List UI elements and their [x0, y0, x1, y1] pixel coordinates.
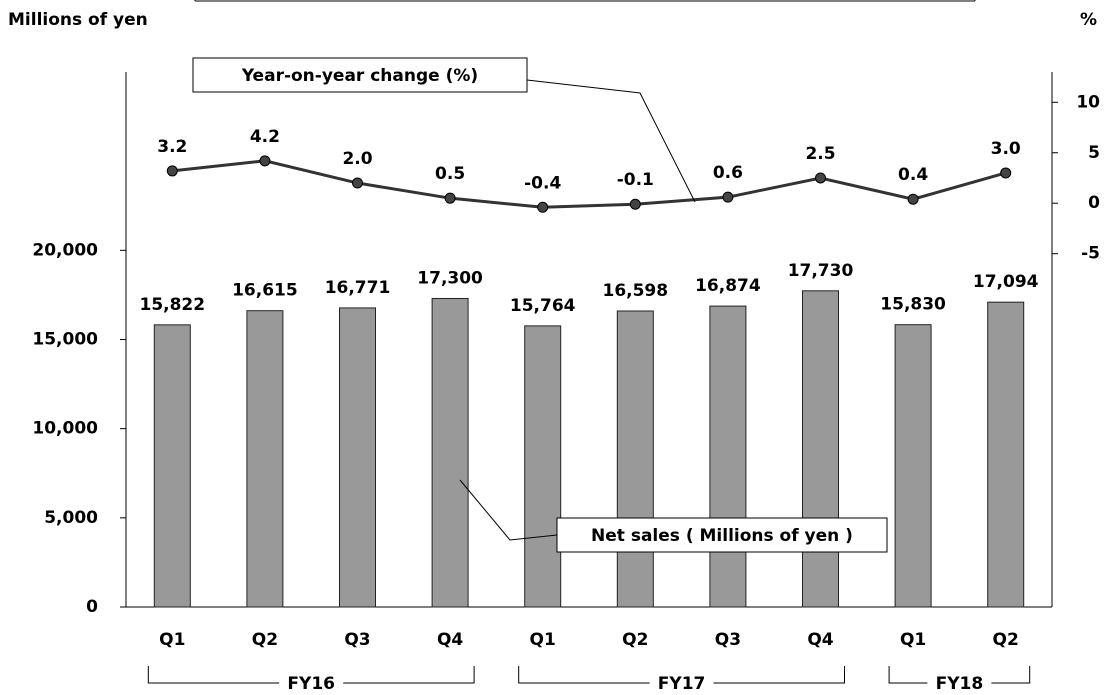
group-bracket — [518, 666, 845, 684]
callout-line — [459, 479, 558, 541]
y-tick-label: 10,000 — [32, 419, 98, 439]
line-marker — [815, 172, 826, 184]
y-tick-label: 5,000 — [44, 508, 98, 528]
line-value-label: 0.5 — [435, 164, 465, 184]
legend-box — [556, 517, 888, 553]
line-marker — [629, 198, 641, 210]
bar-value-label: 15,822 — [139, 295, 205, 315]
y2-tick-label: 5 — [1088, 143, 1100, 163]
group-label: FY17 — [658, 674, 706, 694]
y2-axis-label: % — [1080, 10, 1097, 30]
group-label: FY16 — [287, 674, 335, 694]
y-tick-label: 0 — [86, 597, 98, 617]
x-tick-label: Q2 — [993, 630, 1019, 650]
bar — [153, 324, 191, 608]
line-marker — [537, 201, 549, 213]
bar-value-label: 17,300 — [417, 268, 483, 288]
bar — [431, 297, 469, 608]
y-tick-label: 20,000 — [32, 240, 98, 260]
bar-value-label: 16,598 — [602, 281, 668, 301]
x-tick-label: Q3 — [344, 630, 370, 650]
x-tick-label: Q2 — [252, 630, 278, 650]
line-value-label: 0.4 — [898, 165, 928, 185]
bar — [802, 290, 839, 608]
line-value-label: -0.4 — [524, 173, 561, 193]
bar — [894, 324, 932, 608]
legend-label: Year-on-year change (%) — [241, 66, 478, 86]
line-marker — [722, 191, 734, 203]
bar-value-label: 16,874 — [695, 276, 761, 296]
line-value-label: 0.6 — [713, 163, 743, 183]
line-value-label: 2.5 — [805, 144, 835, 164]
bar — [339, 307, 376, 608]
x-tick-label: Q1 — [900, 630, 926, 650]
callout-line — [526, 79, 696, 203]
line-marker — [444, 192, 456, 204]
y2-tick-label: 10 — [1076, 92, 1100, 112]
bar-value-label: 17,094 — [973, 272, 1039, 292]
line-marker — [259, 155, 271, 167]
legend-box — [192, 57, 528, 93]
line-value-label: -0.1 — [617, 170, 654, 190]
x-tick-label: Q3 — [715, 630, 741, 650]
group-bracket — [888, 666, 1031, 684]
x-tick-label: Q1 — [159, 630, 185, 650]
bar-value-label: 15,764 — [510, 296, 576, 316]
line-marker — [1000, 167, 1012, 179]
x-tick-label: Q1 — [530, 630, 556, 650]
y2-tick-label: -5 — [1081, 244, 1100, 264]
line — [172, 159, 1007, 209]
line-value-label: 4.2 — [250, 127, 280, 147]
line-value-label: 3.2 — [157, 137, 187, 157]
bar-value-label: 16,615 — [232, 281, 298, 301]
bar-value-label: 17,730 — [788, 261, 854, 281]
line-value-label: 3.0 — [991, 139, 1021, 159]
x-tick-label: Q2 — [622, 630, 648, 650]
legend-label: Net sales ( Millions of yen ) — [591, 526, 853, 546]
line-value-label: 2.0 — [342, 149, 372, 169]
bar — [246, 310, 284, 608]
bar — [616, 310, 654, 608]
group-label: FY18 — [936, 674, 984, 694]
y-axis-label: Millions of yen — [8, 10, 148, 30]
bar-value-label: 16,771 — [325, 278, 391, 298]
x-tick-label: Q4 — [807, 630, 833, 650]
line-marker — [166, 165, 178, 177]
line-marker — [352, 177, 363, 189]
bar — [987, 301, 1025, 608]
bar — [524, 325, 562, 608]
x-tick-label: Q4 — [437, 630, 463, 650]
group-bracket — [147, 666, 475, 684]
bar-value-label: 15,830 — [880, 295, 946, 315]
y-tick-label: 15,000 — [32, 330, 98, 350]
line-marker — [907, 193, 919, 205]
bar — [709, 305, 747, 608]
y2-tick-label: 0 — [1088, 193, 1100, 213]
